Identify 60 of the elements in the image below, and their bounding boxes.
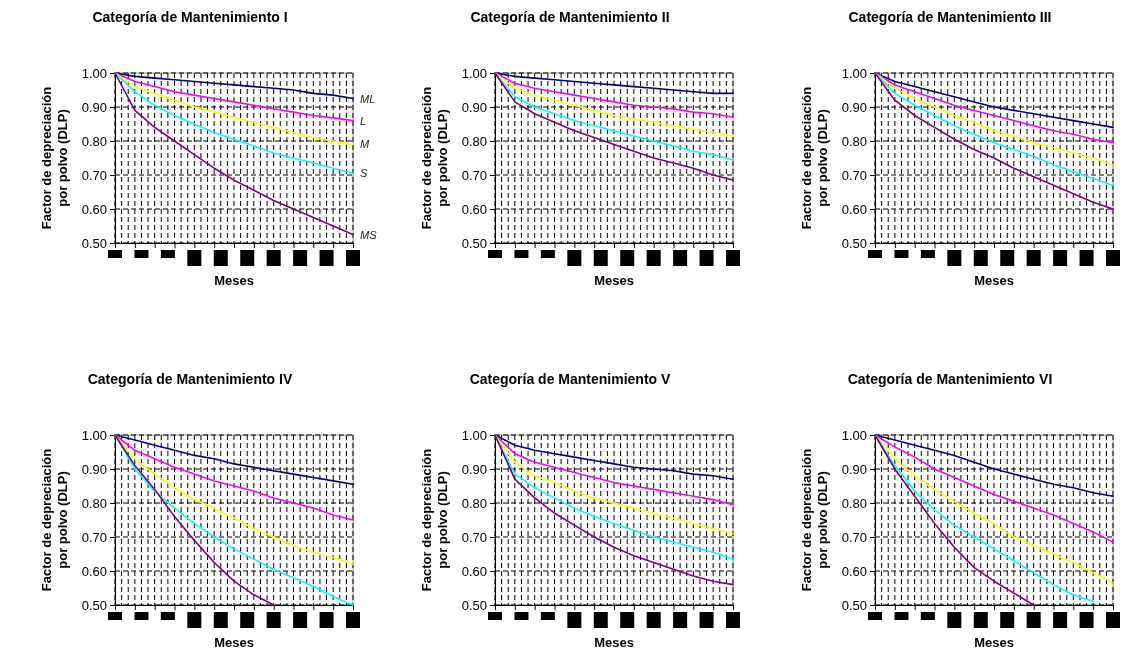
y-tick-label: 0.60 (841, 563, 867, 579)
chart-title: Categoría de Mantenimiento VI (847, 371, 1053, 387)
y-axis-title: Factor de depreciación por polvo (DLP) (39, 86, 70, 230)
x-axis-title: Meses (594, 635, 634, 650)
y-tick-label: 0.60 (461, 201, 487, 217)
chart-title: Categoría de Mantenimiento III (848, 9, 1052, 25)
x-axis-title: Meses (594, 273, 634, 288)
y-tick-label: 0.50 (461, 597, 487, 613)
y-tick-label: 0.90 (841, 461, 867, 477)
y-tick-label: 1.00 (461, 427, 487, 443)
y-tick-label: 1.00 (461, 65, 487, 81)
x-axis-title: Meses (974, 635, 1014, 650)
y-tick-label: 0.50 (841, 597, 867, 613)
y-tick-label: 0.80 (81, 495, 107, 511)
y-tick-label: 1.00 (81, 65, 107, 81)
y-tick-label: 0.60 (81, 563, 107, 579)
y-tick-label: 0.80 (461, 133, 487, 149)
y-tick-label: 0.50 (81, 597, 107, 613)
x-axis-title: Meses (214, 273, 254, 288)
y-axis-title: Factor de depreciación por polvo (DLP) (799, 86, 830, 230)
y-tick-label: 0.50 (81, 235, 107, 251)
series-label: MS (360, 228, 378, 241)
y-tick-label: 0.50 (461, 235, 487, 251)
y-tick-label: 0.70 (461, 167, 487, 183)
y-tick-label: 0.80 (81, 133, 107, 149)
series-label: M (360, 138, 370, 151)
chart-title: Categoría de Mantenimiento V (469, 371, 672, 387)
y-axis-title: Factor de depreciación por polvo (DLP) (799, 448, 830, 592)
chart-title: Categoría de Mantenimiento I (92, 9, 288, 25)
y-tick-label: 1.00 (841, 65, 867, 81)
y-tick-label: 1.00 (841, 427, 867, 443)
y-tick-label: 0.60 (81, 201, 107, 217)
series-label: S (360, 167, 368, 180)
x-axis-title: Meses (214, 635, 254, 650)
line-series (114, 434, 354, 606)
y-tick-label: 0.80 (841, 133, 867, 149)
y-tick-label: 0.70 (81, 529, 107, 545)
series-label: ML (360, 92, 376, 105)
y-tick-label: 0.80 (461, 495, 487, 511)
y-tick-label: 1.00 (81, 427, 107, 443)
chart-title: Categoría de Mantenimiento IV (87, 371, 293, 387)
y-tick-label: 0.50 (841, 235, 867, 251)
y-tick-label: 0.60 (461, 563, 487, 579)
x-axis-title: Meses (974, 273, 1014, 288)
y-tick-label: 0.90 (461, 461, 487, 477)
y-tick-label: 0.70 (841, 167, 867, 183)
y-axis-title: Factor de depreciación por polvo (DLP) (419, 86, 450, 230)
y-axis-title: Factor de depreciación por polvo (DLP) (419, 448, 450, 592)
y-tick-label: 0.90 (81, 99, 107, 115)
y-tick-label: 0.90 (841, 99, 867, 115)
series-label: L (360, 114, 367, 127)
chart-title: Categoría de Mantenimiento II (470, 9, 670, 25)
y-tick-label: 0.70 (81, 167, 107, 183)
y-tick-label: 0.90 (81, 461, 107, 477)
y-axis-title: Factor de depreciación por polvo (DLP) (39, 448, 70, 592)
y-tick-label: 0.60 (841, 201, 867, 217)
y-tick-label: 0.80 (841, 495, 867, 511)
y-tick-label: 0.70 (841, 529, 867, 545)
y-tick-label: 0.70 (461, 529, 487, 545)
y-tick-label: 0.90 (461, 99, 487, 115)
